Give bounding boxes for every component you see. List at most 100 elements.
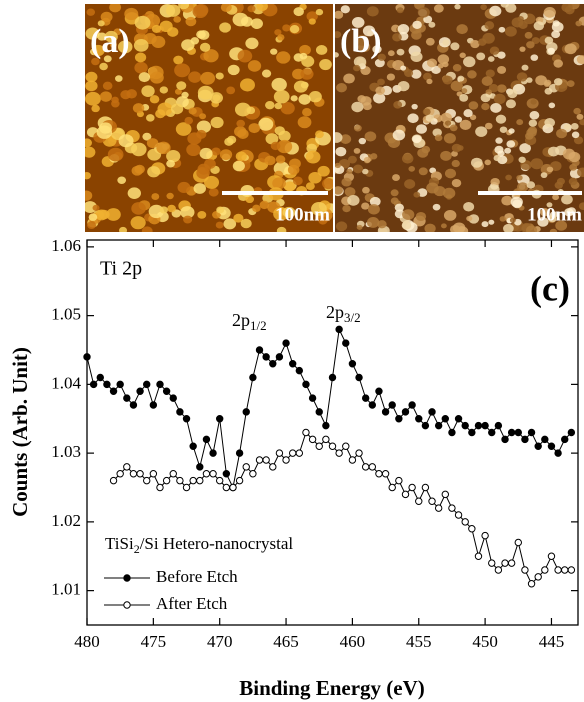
afm-grain <box>106 208 121 221</box>
data-point <box>461 421 469 430</box>
data-point <box>514 428 522 437</box>
afm-grain <box>234 102 251 117</box>
data-point <box>507 428 516 437</box>
afm-grain <box>197 85 214 100</box>
data-point <box>488 559 496 567</box>
afm-grain <box>576 113 584 120</box>
data-point <box>229 483 237 492</box>
afm-grain <box>175 122 192 136</box>
afm-grain <box>170 103 184 115</box>
afm-grain <box>493 155 501 162</box>
data-point <box>501 435 509 444</box>
afm-grain <box>501 195 513 206</box>
afm-grain <box>411 103 418 110</box>
data-point <box>162 476 171 485</box>
afm-grain <box>463 109 473 118</box>
afm-grain <box>372 45 382 54</box>
afm-grain <box>88 213 98 221</box>
data-point <box>269 360 277 368</box>
afm-grain <box>237 129 249 139</box>
afm-grain <box>173 55 184 65</box>
afm-grain <box>470 157 483 168</box>
data-point <box>202 470 211 478</box>
data-point <box>547 442 556 450</box>
afm-grain <box>343 73 355 84</box>
afm-grain <box>485 69 495 78</box>
data-point <box>308 394 317 402</box>
afm-grain <box>151 24 162 33</box>
afm-grain <box>526 181 536 189</box>
data-point <box>468 525 476 533</box>
afm-grain <box>366 6 379 17</box>
afm-grain <box>412 20 422 29</box>
annotation-text: 2p <box>232 310 250 330</box>
afm-grain <box>450 80 463 92</box>
afm-grain <box>166 149 181 163</box>
afm-grain <box>519 143 531 154</box>
data-point <box>415 415 423 423</box>
afm-grain <box>387 50 395 57</box>
afm-grain <box>518 156 526 163</box>
afm-grain <box>270 48 278 55</box>
afm-grain <box>426 182 439 194</box>
afm-grain <box>177 181 191 194</box>
afm-grain <box>469 114 477 121</box>
afm-grain <box>103 55 112 63</box>
afm-grain <box>437 54 450 65</box>
afm-grain <box>530 99 537 105</box>
afm-grain <box>459 93 469 102</box>
afm-grains-b <box>335 4 584 232</box>
data-point <box>408 483 416 492</box>
data-point <box>474 552 483 560</box>
afm-grain <box>444 168 457 179</box>
afm-grain <box>174 63 191 78</box>
afm-grain <box>529 111 540 120</box>
afm-grain <box>497 66 507 74</box>
data-point <box>381 408 390 416</box>
data-point <box>149 401 158 409</box>
afm-grain <box>166 159 175 168</box>
afm-grain <box>526 225 538 232</box>
data-point <box>109 387 118 395</box>
afm-grain <box>203 49 219 63</box>
afm-grain <box>127 187 141 199</box>
data-point <box>421 421 430 430</box>
afm-grain <box>401 153 414 164</box>
afm-grain <box>561 194 573 205</box>
annotation-sub: 1/2 <box>250 318 267 333</box>
afm-grain <box>490 177 500 187</box>
afm-grain <box>271 77 287 92</box>
data-point <box>189 476 197 485</box>
afm-grain <box>546 202 553 208</box>
afm-grain <box>423 15 433 24</box>
afm-grain <box>250 18 263 29</box>
afm-grain <box>208 187 219 197</box>
data-point <box>388 483 396 492</box>
afm-grain <box>130 216 146 230</box>
data-point <box>123 394 131 402</box>
data-point <box>315 442 323 450</box>
afm-grain <box>85 138 93 148</box>
afm-grain <box>495 137 503 144</box>
afm-grain <box>272 177 286 190</box>
data-point <box>136 387 144 395</box>
afm-grain <box>422 108 431 116</box>
data-point <box>481 421 489 430</box>
data-point <box>136 470 144 478</box>
afm-grain <box>236 119 246 128</box>
afm-grain <box>245 37 259 50</box>
afm-grain <box>394 203 404 212</box>
data-point <box>335 449 343 457</box>
afm-grain <box>360 96 372 106</box>
afm-grain <box>516 119 524 126</box>
afm-grain <box>561 4 573 13</box>
data-point <box>288 360 297 368</box>
afm-grain <box>392 33 402 42</box>
afm-grain <box>397 80 410 92</box>
data-point <box>342 442 350 450</box>
afm-grain <box>335 132 343 143</box>
afm-grain <box>274 29 282 36</box>
data-point <box>143 380 151 389</box>
afm-grain <box>132 103 145 114</box>
legend-title-sub: 2 <box>134 542 140 556</box>
